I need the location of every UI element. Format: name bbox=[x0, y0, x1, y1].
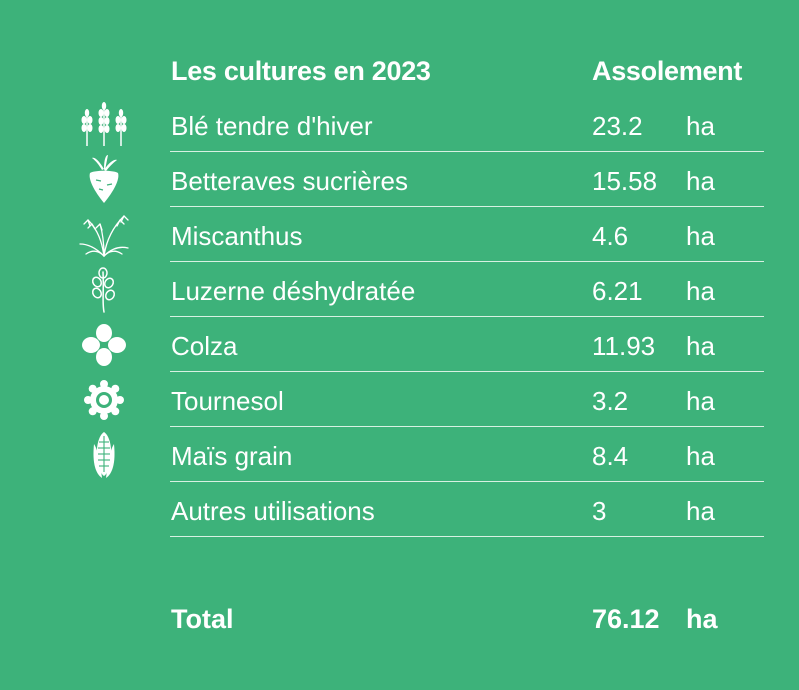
crop-area-unit: ha bbox=[686, 221, 715, 251]
table-header: Les cultures en 2023 Assolement bbox=[0, 52, 799, 92]
table-title: Les cultures en 2023 bbox=[171, 56, 431, 86]
row-divider bbox=[170, 426, 764, 427]
crop-label: Autres utilisations bbox=[171, 496, 375, 526]
crop-label: Tournesol bbox=[171, 386, 284, 416]
crop-area-unit: ha bbox=[686, 111, 715, 141]
row-divider bbox=[170, 316, 764, 317]
sunflower-icon bbox=[76, 377, 132, 423]
table-row: Autres utilisations 3 ha bbox=[0, 482, 799, 537]
crop-list: Blé tendre d'hiver 23.2 ha Betteraves s bbox=[0, 97, 799, 537]
row-divider bbox=[170, 261, 764, 262]
table-row: Betteraves sucrières 15.58 ha bbox=[0, 152, 799, 207]
miscanthus-icon bbox=[76, 212, 132, 258]
table-row: Colza 11.93 ha bbox=[0, 317, 799, 372]
row-divider bbox=[170, 206, 764, 207]
crop-area-unit: ha bbox=[686, 166, 715, 196]
table-row: Luzerne déshydratée 6.21 ha bbox=[0, 262, 799, 317]
crop-area-unit: ha bbox=[686, 441, 715, 471]
total-row: Total 76.12 ha bbox=[0, 600, 799, 640]
table-row: Miscanthus 4.6 ha bbox=[0, 207, 799, 262]
crop-area-value: 3.2 bbox=[592, 386, 629, 416]
crop-area-unit: ha bbox=[686, 331, 715, 361]
crop-label: Blé tendre d'hiver bbox=[171, 111, 373, 141]
table-row: Tournesol 3.2 ha bbox=[0, 372, 799, 427]
crop-area-value: 3 bbox=[592, 496, 607, 526]
alfalfa-icon bbox=[76, 267, 132, 313]
row-divider bbox=[170, 371, 764, 372]
crop-area-value: 15.58 bbox=[592, 166, 658, 196]
crop-label: Miscanthus bbox=[171, 221, 303, 251]
corn-icon bbox=[76, 432, 132, 478]
total-label: Total bbox=[171, 604, 234, 634]
crop-label: Luzerne déshydratée bbox=[171, 276, 416, 306]
total-unit: ha bbox=[686, 604, 718, 634]
column-header-assolement: Assolement bbox=[592, 56, 743, 86]
row-divider bbox=[170, 481, 764, 482]
table-row: Maïs grain 8.4 ha bbox=[0, 427, 799, 482]
crop-area-value: 23.2 bbox=[592, 111, 643, 141]
crop-label: Colza bbox=[171, 331, 238, 361]
crop-area-unit: ha bbox=[686, 496, 715, 526]
crop-area-value: 4.6 bbox=[592, 221, 629, 251]
crop-area-value: 6.21 bbox=[592, 276, 643, 306]
crop-label: Betteraves sucrières bbox=[171, 166, 408, 196]
rapeseed-icon bbox=[76, 322, 132, 368]
crop-area-value: 8.4 bbox=[592, 441, 629, 471]
row-divider bbox=[170, 151, 764, 152]
table-row: Blé tendre d'hiver 23.2 ha bbox=[0, 97, 799, 152]
wheat-icon bbox=[76, 102, 132, 148]
crop-label: Maïs grain bbox=[171, 441, 293, 471]
total-value: 76.12 bbox=[592, 604, 660, 634]
beet-icon bbox=[76, 155, 132, 203]
crop-area-unit: ha bbox=[686, 276, 715, 306]
crop-area-value: 11.93 bbox=[592, 331, 656, 361]
crop-area-unit: ha bbox=[686, 386, 715, 416]
row-divider bbox=[170, 536, 764, 537]
